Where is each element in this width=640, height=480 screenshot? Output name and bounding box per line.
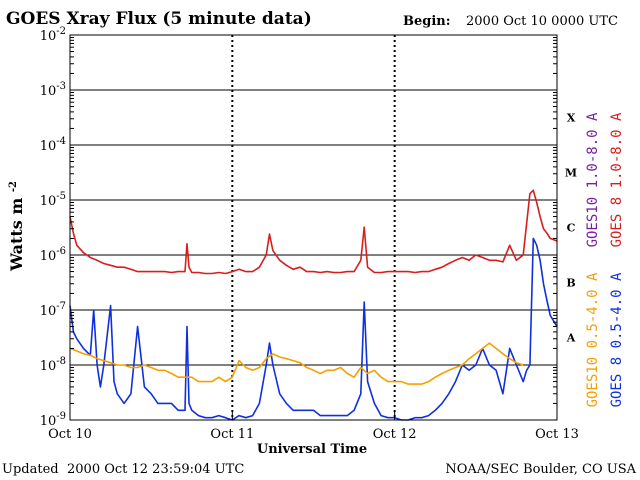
updated-label: Updated bbox=[2, 462, 59, 477]
legend-entry: GOES 8 0.5-4.0 A bbox=[609, 272, 625, 407]
y-tick-exponent: -2 bbox=[56, 26, 66, 37]
y-tick-exponent: -9 bbox=[56, 411, 66, 422]
y-tick-label: 10-7 bbox=[40, 301, 66, 319]
series-line-goes-8-0-5-4-0-a bbox=[69, 237, 558, 421]
y-tick-base: 10 bbox=[40, 84, 57, 99]
y-tick-exponent: -3 bbox=[56, 81, 66, 92]
legend-label: GOES 8 1.0-8.0 A bbox=[609, 112, 625, 247]
legend-label: GOES10 0.5-4.0 A bbox=[585, 272, 601, 407]
plot-frame bbox=[69, 34, 558, 421]
y-tick-label: 10-3 bbox=[40, 81, 66, 99]
chart-title: GOES Xray Flux (5 minute data) bbox=[6, 9, 312, 29]
source-credit: NOAA/SEC Boulder, CO USA bbox=[445, 462, 636, 477]
y-tick-exponent: -7 bbox=[56, 301, 66, 312]
begin-value: 2000 Oct 10 0000 UTC bbox=[466, 14, 618, 29]
y-tick-base: 10 bbox=[40, 359, 57, 374]
series-line-goes10-0-5-4-0-a bbox=[69, 342, 524, 385]
series-layer bbox=[69, 189, 558, 421]
y-tick-label: 10-6 bbox=[40, 246, 66, 264]
y-tick-base: 10 bbox=[40, 194, 57, 209]
x-tick-label: Oct 12 bbox=[373, 427, 417, 442]
y-tick-base: 10 bbox=[40, 29, 57, 44]
y-axis-label-exponent: -2 bbox=[8, 181, 19, 192]
begin-label: Begin: bbox=[403, 14, 451, 29]
series-line-goes-8-1-0-8-0-a bbox=[69, 189, 558, 275]
y-tick-base: 10 bbox=[40, 304, 57, 319]
legend-label: GOES 8 0.5-4.0 A bbox=[609, 272, 625, 407]
y-tick-label: 10-9 bbox=[40, 411, 66, 429]
y-tick-exponent: -6 bbox=[56, 246, 66, 257]
flare-class-label: C bbox=[567, 222, 576, 235]
y-tick-label: 10-8 bbox=[40, 356, 66, 374]
y-tick-label: 10-5 bbox=[40, 191, 66, 209]
y-tick-base: 10 bbox=[40, 249, 57, 264]
flare-class-label: A bbox=[566, 332, 576, 345]
y-tick-exponent: -5 bbox=[56, 191, 66, 202]
x-tick-label: Oct 11 bbox=[210, 427, 254, 442]
y-tick-base: 10 bbox=[40, 139, 57, 154]
grid-layer bbox=[70, 35, 557, 420]
flare-class-label: M bbox=[565, 167, 577, 180]
x-tick-label: Oct 13 bbox=[535, 427, 579, 442]
y-tick-label: 10-4 bbox=[40, 136, 66, 154]
x-axis-label: Universal Time bbox=[257, 442, 367, 457]
legend-entry: GOES 8 1.0-8.0 A bbox=[609, 112, 625, 247]
updated-value: 2000 Oct 12 23:59:04 UTC bbox=[67, 462, 244, 477]
y-tick-label: 10-2 bbox=[40, 26, 66, 44]
legend-entry: GOES10 1.0-8.0 A bbox=[585, 112, 601, 247]
x-tick-label: Oct 10 bbox=[48, 427, 92, 442]
y-tick-exponent: -4 bbox=[56, 136, 66, 147]
legend-label: GOES10 1.0-8.0 A bbox=[585, 112, 601, 247]
y-axis-label-group: Watts m -2 bbox=[7, 181, 26, 272]
flare-class-label: X bbox=[567, 112, 576, 125]
y-axis-label: Watts m bbox=[7, 198, 26, 272]
flare-class-label: B bbox=[566, 277, 575, 290]
y-tick-exponent: -8 bbox=[56, 356, 66, 367]
y-tick-base: 10 bbox=[40, 414, 57, 429]
svg-text:Watts m -2: Watts m -2 bbox=[7, 181, 26, 272]
legend-entry: GOES10 0.5-4.0 A bbox=[585, 272, 601, 407]
legend-layer: GOES10 1.0-8.0 A GOES 8 1.0-8.0 A GOES10 0… bbox=[585, 112, 625, 407]
